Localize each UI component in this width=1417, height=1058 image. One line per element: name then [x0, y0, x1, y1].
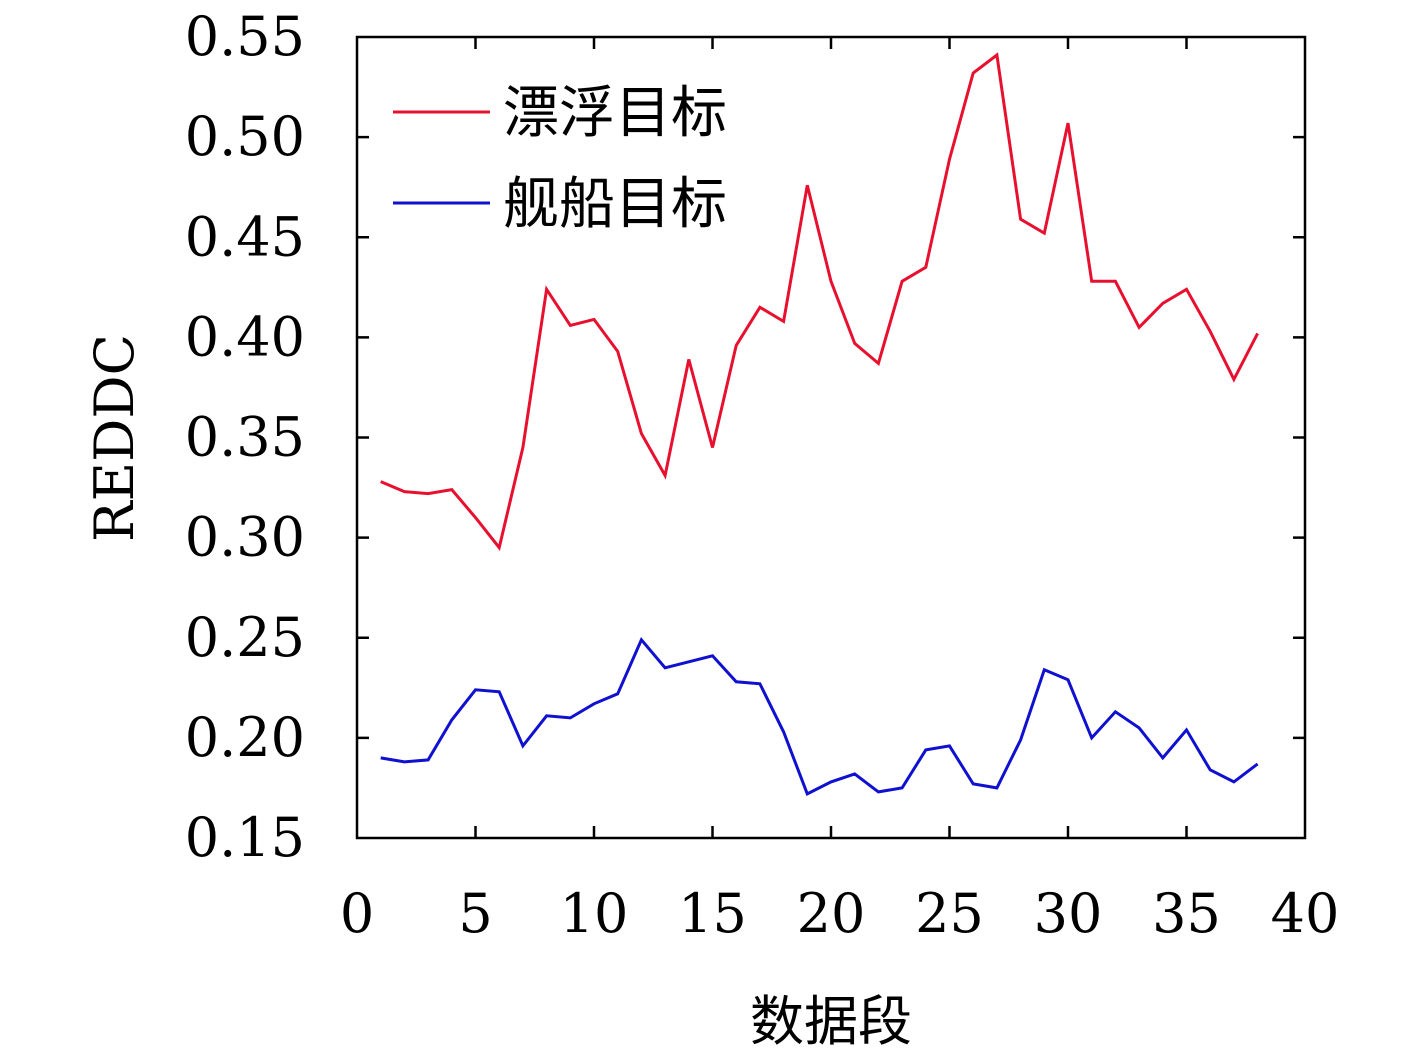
y-tick-label: 0.30	[185, 506, 305, 569]
plot-frame	[355, 35, 1307, 840]
x-tick-label: 25	[915, 882, 984, 945]
series-lines	[380, 52, 1259, 796]
x-tick-label: 0	[340, 882, 374, 945]
tick-labels: 0 5 10 15 20 25 30 35 40 0.15 0.20 0.25 0.30 0.35 0.40…	[185, 5, 1340, 945]
series-line-1	[380, 52, 1259, 551]
legend-label-1: 漂浮目标	[503, 81, 727, 146]
tick-marks	[357, 37, 1305, 838]
legend-label-2: 舰船目标	[503, 172, 727, 237]
x-tick-label: 5	[458, 882, 492, 945]
y-tick-label: 0.55	[185, 5, 305, 68]
x-tick-label: 40	[1271, 882, 1340, 945]
y-tick-label: 0.20	[185, 706, 305, 769]
x-tick-label: 35	[1152, 882, 1221, 945]
y-tick-label: 0.35	[185, 406, 305, 469]
x-axis-title: 数据段	[750, 990, 912, 1053]
y-tick-label: 0.45	[185, 205, 305, 268]
x-tick-label: 10	[560, 882, 629, 945]
y-tick-label: 0.40	[185, 305, 305, 368]
x-tick-label: 20	[797, 882, 866, 945]
series-line-2	[380, 636, 1259, 796]
x-tick-label: 30	[1034, 882, 1103, 945]
y-tick-label: 0.15	[185, 806, 305, 869]
x-tick-label: 15	[678, 882, 747, 945]
y-axis-title: REDDC	[83, 334, 146, 542]
y-tick-label: 0.25	[185, 606, 305, 669]
y-tick-label: 0.50	[185, 105, 305, 168]
